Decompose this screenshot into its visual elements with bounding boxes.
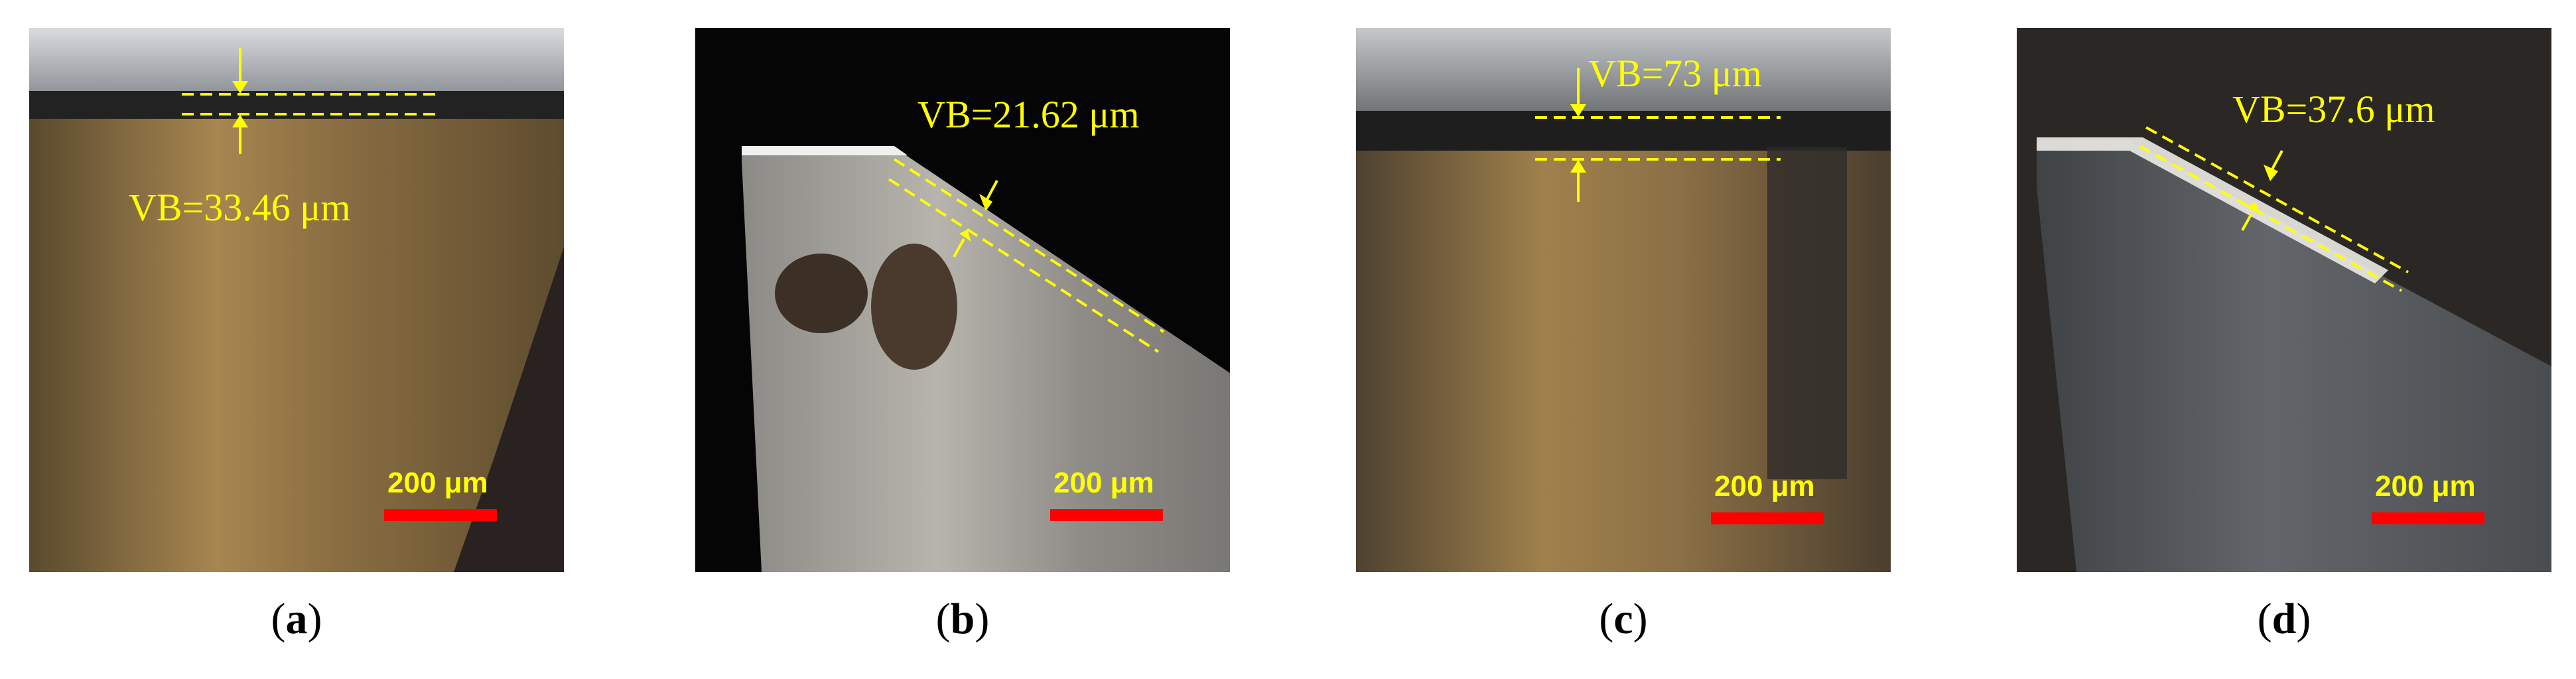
scale-label: 200 μm [1053,467,1154,499]
vb-label: VB=37.6 μm [2232,88,2435,131]
edge-highlight [2037,137,2388,283]
micrograph-panel-b: VB=21.62 μm 200 μm [695,28,1230,572]
micrograph-panel-d: VB=37.6 μm 200 μm [2017,28,2551,572]
wear-line-top [893,158,1165,333]
vb-label: VB=73 μm [1588,52,1762,95]
caption-c: (c) [1599,595,1648,643]
caption-letter: a [285,595,308,643]
arrow-head-down [2264,165,2278,181]
arrow-head-down [232,81,248,94]
micrograph-panel-a: VB=33.46 μm 200 μm [29,28,564,572]
tool-body [2037,141,2551,572]
wear-spot [775,254,868,333]
caption-letter: c [1613,595,1633,643]
dark-region [1767,147,1847,479]
scale-bar [384,509,497,521]
caption-a: (a) [271,595,322,643]
scale-label: 200 μm [1714,470,1815,502]
caption-b: (b) [935,595,990,643]
micrograph-d: VB=37.6 μm 200 μm [2017,28,2551,572]
wear-spot [871,244,957,370]
micrograph-c: VB=73 μm 200 μm [1356,28,1891,572]
background-top [1356,28,1891,114]
scale-bar [1050,509,1163,521]
arrow-head-down [1570,104,1586,117]
caption-d: (d) [2257,595,2311,643]
caption-letter: b [950,595,975,643]
arrow-head-up [232,115,248,127]
scale-label: 200 μm [2375,470,2476,502]
scale-bar [1711,512,1824,524]
caption-letter: d [2271,595,2297,643]
arrow-down [986,180,998,200]
arrow-up [2241,213,2253,231]
background-top [29,28,564,98]
tool-body [742,147,1230,572]
micrograph-a: VB=33.46 μm 200 μm [29,28,564,572]
arrow-down [2271,150,2283,170]
arrow-head-up [1570,160,1586,173]
wear-line-bottom [2139,145,2402,292]
dark-shadow [454,247,564,572]
micrograph-panel-c: VB=73 μm 200 μm [1356,28,1891,572]
vb-label: VB=33.46 μm [129,186,351,229]
wear-line-top [2145,126,2409,273]
edge-highlight [742,146,908,155]
arrow-up [953,238,965,258]
arrow-head-up [2246,202,2260,214]
scale-label: 200 μm [387,467,488,499]
wear-line-bottom [888,178,1160,353]
arrow-head-down [979,194,992,211]
cutting-edge [1356,111,1891,151]
micrograph-b: VB=21.62 μm 200 μm [695,28,1230,572]
arrow-head-up [959,230,971,242]
vb-label: VB=21.62 μm [917,93,1140,136]
scale-bar [2372,512,2484,524]
